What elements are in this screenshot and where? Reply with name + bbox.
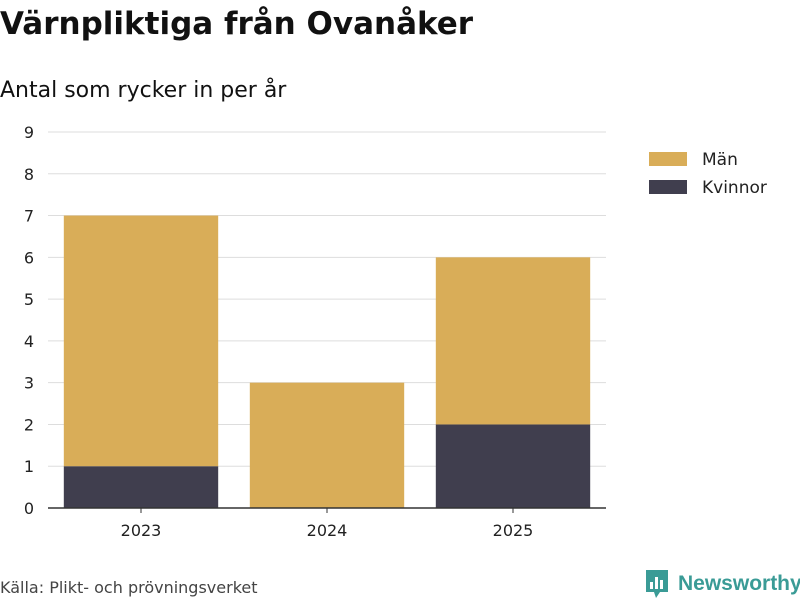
legend: Män Kvinnor xyxy=(649,150,767,198)
y-axis-ticks: 0 1 2 3 4 5 6 7 8 9 xyxy=(24,123,34,518)
bars xyxy=(63,215,591,508)
y-tick-label: 9 xyxy=(24,123,34,142)
y-tick-label: 1 xyxy=(24,457,34,476)
y-tick-label: 6 xyxy=(24,248,34,267)
chart-title: Värnpliktiga från Ovanåker xyxy=(0,6,474,42)
x-axis-ticks: 2023 2024 2025 xyxy=(121,508,534,540)
y-tick-label: 3 xyxy=(24,374,34,393)
legend-swatch xyxy=(649,180,687,194)
legend-label: Kvinnor xyxy=(702,178,767,198)
x-tick-label: 2024 xyxy=(307,521,348,540)
bar-m-n-2023[interactable] xyxy=(63,215,219,467)
y-tick-label: 8 xyxy=(24,165,34,184)
bar-m-n-2025[interactable] xyxy=(435,257,591,425)
brand-name: Newsworthy xyxy=(678,572,800,595)
newsworthy-logo-icon xyxy=(646,570,668,598)
y-tick-label: 7 xyxy=(24,207,34,226)
legend-label: Män xyxy=(702,150,738,170)
y-tick-label: 5 xyxy=(24,290,34,309)
source-note: Källa: Plikt- och prövningsverket xyxy=(0,578,258,597)
bar-m-n-2024[interactable] xyxy=(249,382,405,508)
chart-subtitle: Antal som rycker in per år xyxy=(0,78,287,103)
legend-item[interactable]: Män xyxy=(649,150,738,170)
legend-swatch xyxy=(649,152,687,166)
bar-kvinnor-2025[interactable] xyxy=(435,424,591,508)
x-tick-label: 2023 xyxy=(121,521,162,540)
brand-logo[interactable]: Newsworthy xyxy=(644,568,800,600)
y-tick-label: 4 xyxy=(24,332,34,351)
legend-item[interactable]: Kvinnor xyxy=(649,178,767,198)
y-tick-label: 0 xyxy=(24,499,34,518)
bar-kvinnor-2023[interactable] xyxy=(63,466,219,508)
x-tick-label: 2025 xyxy=(493,521,534,540)
y-tick-label: 2 xyxy=(24,415,34,434)
